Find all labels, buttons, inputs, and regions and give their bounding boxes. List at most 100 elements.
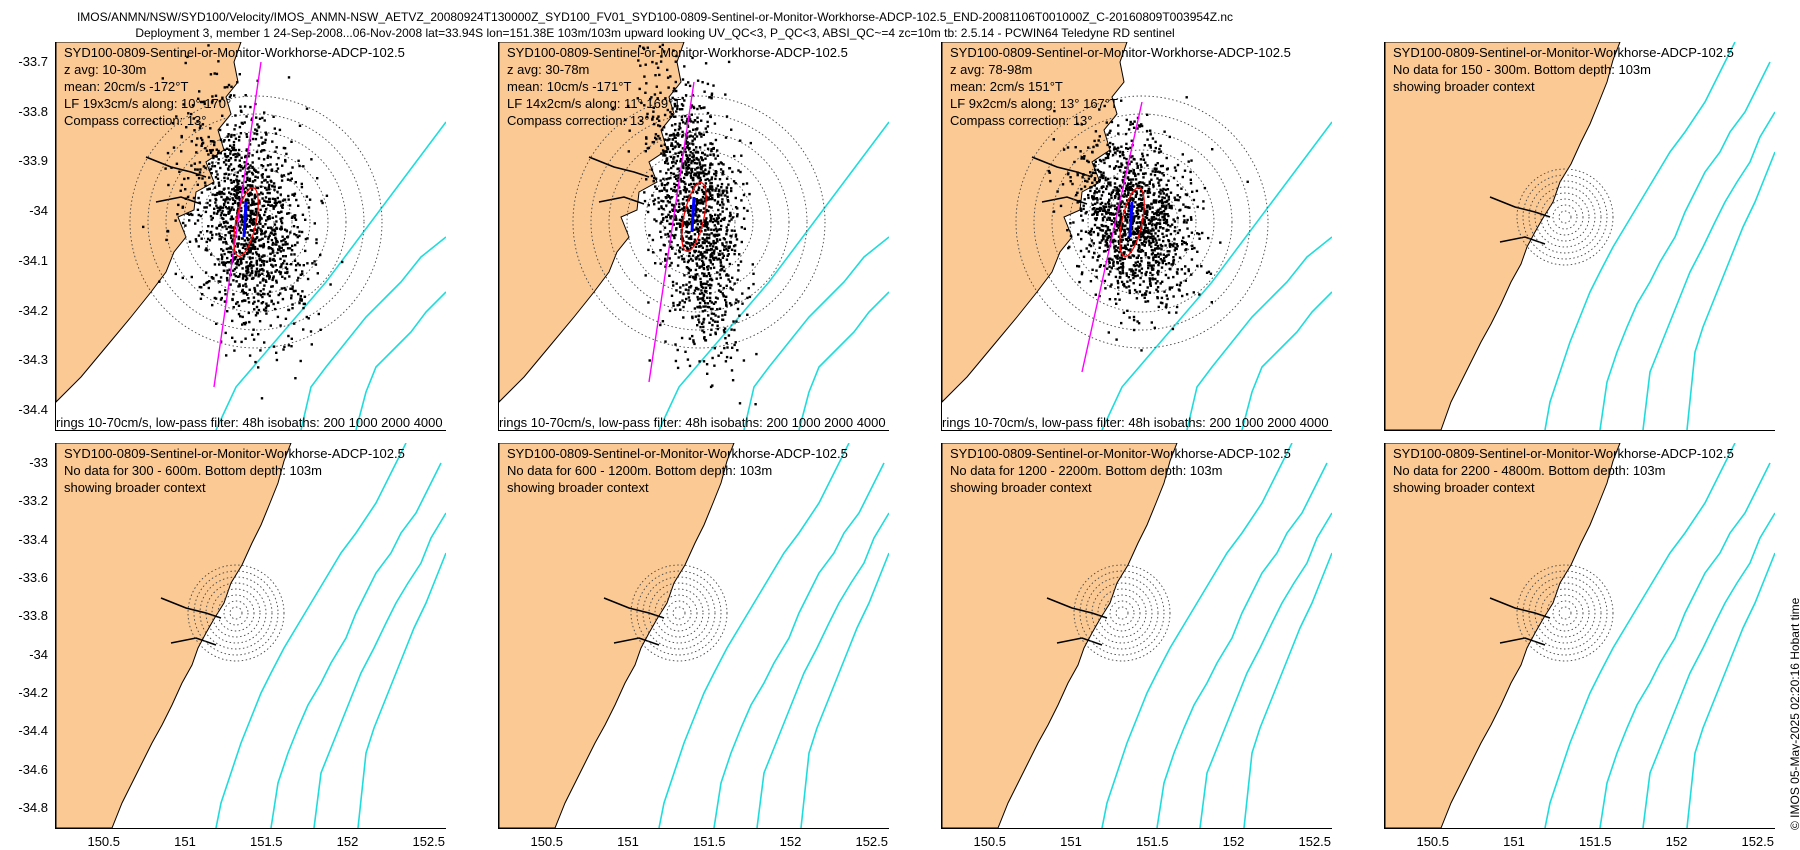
- map-panel-2: SYD100-0809-Sentinel-or-Monitor-Workhors…: [498, 42, 889, 431]
- speed-ring: [1516, 168, 1614, 266]
- speed-ring: [1073, 564, 1171, 662]
- speed-ring: [630, 564, 728, 662]
- principal-axis-line: [213, 61, 262, 388]
- speed-ring: [1558, 210, 1572, 224]
- y-tick-label: -34.2: [18, 685, 48, 700]
- y-tick-label: -33.9: [18, 153, 48, 169]
- speed-ring: [1546, 198, 1584, 236]
- panel-annotation: SYD100-0809-Sentinel-or-Monitor-Workhors…: [950, 44, 1291, 129]
- speed-ring: [199, 576, 273, 650]
- y-tick-label: -34.4: [18, 723, 48, 739]
- speed-ring: [223, 600, 249, 626]
- speed-ring: [636, 570, 722, 656]
- x-tick-label: 151: [174, 834, 196, 849]
- annotation-line: SYD100-0809-Sentinel-or-Monitor-Workhors…: [1393, 45, 1734, 60]
- isobath-line: [1642, 512, 1775, 828]
- speed-ring: [193, 570, 279, 656]
- principal-axis-line: [648, 81, 695, 383]
- isobath-line: [658, 121, 889, 430]
- variance-ellipse: [233, 187, 259, 257]
- annotation-line: SYD100-0809-Sentinel-or-Monitor-Workhors…: [64, 446, 405, 461]
- y-tick-label: -34: [29, 646, 48, 662]
- isobath-line: [658, 443, 850, 828]
- panel-annotation: SYD100-0809-Sentinel-or-Monitor-Workhors…: [507, 44, 848, 129]
- speed-ring: [1546, 594, 1584, 632]
- speed-ring: [1091, 582, 1153, 644]
- speed-ring: [648, 582, 710, 644]
- annotation-line: showing broader context: [507, 480, 649, 495]
- isobath-line: [300, 236, 446, 430]
- x-tick-label: 150.5: [87, 834, 121, 849]
- y-tick-label: -33.6: [18, 570, 48, 585]
- isobath-line: [1599, 462, 1771, 828]
- speed-ring: [1115, 606, 1129, 620]
- estuary-outline: [588, 156, 650, 205]
- annotation-line: SYD100-0809-Sentinel-or-Monitor-Workhors…: [1393, 446, 1734, 461]
- velocity-scatter: [1047, 96, 1249, 352]
- speed-ring: [1015, 95, 1269, 349]
- map-canvas: [942, 42, 1332, 430]
- isobath-line: [1544, 443, 1736, 828]
- panel-annotation: SYD100-0809-Sentinel-or-Monitor-Workhors…: [1393, 44, 1734, 95]
- x-tick-label: 151: [617, 834, 639, 849]
- y-tick-label: -33.7: [18, 54, 48, 69]
- y-tick-label: -34.6: [18, 761, 48, 777]
- x-tick-label: 152.5: [412, 834, 446, 849]
- map-canvas: [1385, 42, 1775, 430]
- x-tick-label: 151.5: [1578, 834, 1612, 849]
- annotation-line: LF 19x3cm/s along: 10° 170°: [64, 96, 232, 111]
- panel-footer-note: rings 10-70cm/s, low-pass filter: 48h is…: [56, 415, 443, 430]
- isobath-line: [357, 552, 446, 828]
- isobath-line: [1599, 61, 1771, 430]
- annotation-line: SYD100-0809-Sentinel-or-Monitor-Workhors…: [507, 45, 848, 60]
- speed-ring: [187, 564, 285, 662]
- x-tick-label: 152: [1665, 834, 1688, 849]
- x-tick-label: 152.5: [1298, 834, 1332, 849]
- figure-title-line2: Deployment 3, member 1 24-Sep-2008...06-…: [135, 26, 1175, 40]
- annotation-line: Compass correction: 13°: [64, 113, 207, 128]
- isobath-line: [1241, 291, 1332, 430]
- coastline-land: [1385, 42, 1621, 430]
- estuary-outline: [160, 597, 222, 646]
- map-canvas: [56, 443, 446, 828]
- y-tick-label: -34.8: [18, 800, 48, 815]
- annotation-line: SYD100-0809-Sentinel-or-Monitor-Workhors…: [950, 45, 1291, 60]
- isobath-line: [270, 462, 442, 828]
- isobath-line: [756, 512, 889, 828]
- speed-ring: [1534, 582, 1596, 644]
- variance-ellipse: [1119, 187, 1145, 257]
- principal-axis-line: [1081, 101, 1143, 373]
- estuary-outline: [1489, 597, 1551, 646]
- x-tick-label: 151.5: [1135, 834, 1169, 849]
- speed-ring: [1079, 570, 1165, 656]
- speed-ring: [1528, 576, 1602, 650]
- map-panel-7: SYD100-0809-Sentinel-or-Monitor-Workhors…: [941, 443, 1332, 829]
- speed-ring: [1528, 180, 1602, 254]
- annotation-line: mean: 10cm/s -171°T: [507, 79, 632, 94]
- estuary-outline: [1046, 597, 1108, 646]
- speed-ring: [672, 606, 686, 620]
- isobath-line: [798, 291, 889, 430]
- speed-ring: [1522, 174, 1608, 260]
- annotation-line: No data for 150 - 300m. Bottom depth: 10…: [1393, 62, 1651, 77]
- map-panel-6: SYD100-0809-Sentinel-or-Monitor-Workhors…: [498, 443, 889, 829]
- annotation-line: z avg: 30-78m: [507, 62, 590, 77]
- isobath-line: [215, 121, 446, 430]
- speed-ring: [608, 131, 790, 313]
- speed-ring: [1552, 204, 1578, 230]
- y-tick-label: -33.8: [18, 608, 48, 624]
- panel-annotation: SYD100-0809-Sentinel-or-Monitor-Workhors…: [507, 445, 848, 496]
- annotation-line: mean: 2cm/s 151°T: [950, 79, 1063, 94]
- isobath-line: [1101, 443, 1293, 828]
- mean-vector: [1128, 201, 1134, 238]
- annotation-line: LF 9x2cm/s along: 13° 167°T: [950, 96, 1118, 111]
- x-tick-label: 151.5: [692, 834, 726, 849]
- speed-ring: [1087, 167, 1197, 277]
- x-tick-label: 152: [1222, 834, 1245, 849]
- isobath-line: [1243, 552, 1332, 828]
- speed-ring: [147, 113, 365, 331]
- annotation-line: SYD100-0809-Sentinel-or-Monitor-Workhors…: [950, 446, 1291, 461]
- isobath-line: [1199, 512, 1332, 828]
- panel-footer-note: rings 10-70cm/s, low-pass filter: 48h is…: [499, 415, 886, 430]
- variance-ellipse: [681, 182, 707, 252]
